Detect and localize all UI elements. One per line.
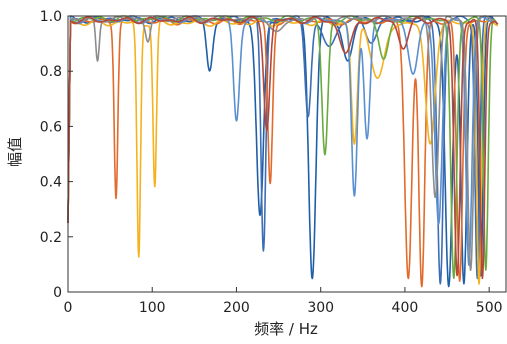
y-tick-label: 0 bbox=[53, 285, 62, 301]
series-line-5 bbox=[67, 15, 499, 266]
x-tick-label: 200 bbox=[223, 300, 250, 316]
x-tick-label: 300 bbox=[307, 300, 334, 316]
y-axis-label: 幅值 bbox=[6, 137, 24, 167]
y-tick-label: 0.2 bbox=[40, 230, 62, 246]
y-tick-label: 0.6 bbox=[40, 119, 62, 135]
x-axis-label: 频率 / Hz bbox=[254, 320, 318, 338]
y-tick-label: 0.4 bbox=[40, 175, 62, 191]
y-tick-label: 1.0 bbox=[40, 9, 62, 25]
x-tick-label: 100 bbox=[139, 300, 166, 316]
x-tick-label: 500 bbox=[476, 300, 503, 316]
x-tick-label: 0 bbox=[64, 300, 73, 316]
y-tick-label: 0.8 bbox=[40, 64, 62, 80]
x-tick-label: 400 bbox=[392, 300, 419, 316]
series-line-7 bbox=[67, 15, 499, 272]
plot-frame bbox=[67, 15, 507, 293]
y-axis-title: 幅值 bbox=[6, 137, 24, 167]
ticks-layer: 0 100 200 300 400 500 0 0.2 0.4 0.6 0.8 1.0 bbox=[40, 9, 503, 316]
series-line-8 bbox=[67, 15, 499, 280]
series-line-6 bbox=[67, 15, 499, 280]
series-layer bbox=[67, 15, 499, 288]
